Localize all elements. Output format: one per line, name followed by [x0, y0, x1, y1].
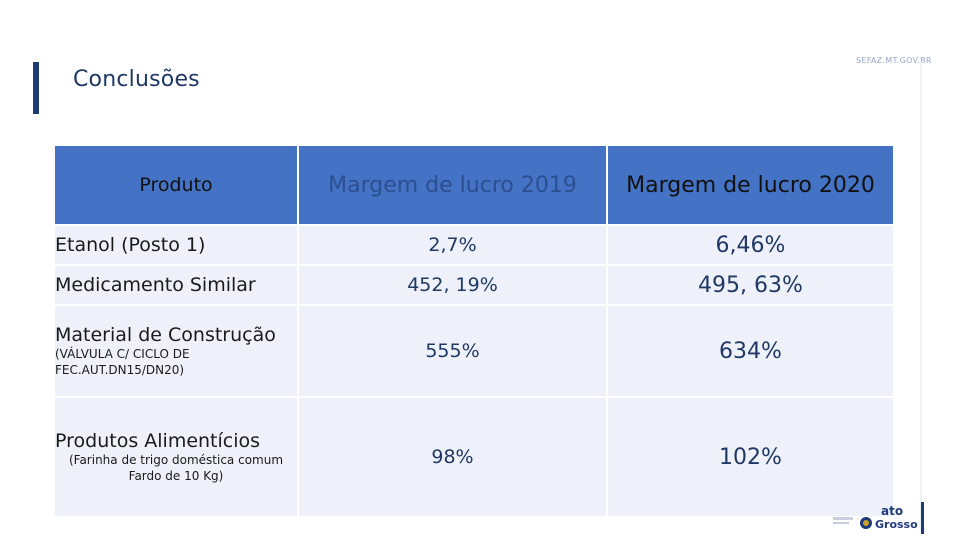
margin-2019-cell: 2,7%	[297, 224, 608, 266]
table-header-row: Produto Margem de lucro 2019 Margem de l…	[53, 144, 895, 226]
product-cell: Produtos Alimentícios (Farinha de trigo …	[53, 396, 299, 518]
column-header-margin-2019-label: Margem de lucro 2019	[328, 172, 577, 198]
margin-2020-cell: 634%	[606, 304, 895, 398]
margin-2019-cell: 98%	[297, 396, 608, 518]
table-row: Etanol (Posto 1) 2,7% 6,46%	[53, 224, 895, 266]
table-row: Medicamento Similar 452, 19% 495, 63%	[53, 264, 895, 306]
logo-text-top: ato	[881, 504, 903, 518]
title-accent-bar	[33, 62, 39, 114]
product-name: Medicamento Similar	[55, 274, 256, 296]
product-cell: Etanol (Posto 1)	[53, 224, 299, 266]
table-row: Material de Construção (VÁLVULA C/ CICLO…	[53, 304, 895, 398]
column-header-margin-2019: Margem de lucro 2019	[297, 144, 608, 226]
table-row: Produtos Alimentícios (Farinha de trigo …	[53, 396, 895, 518]
page-title: Conclusões	[73, 67, 200, 92]
margin-2019-cell: 452, 19%	[297, 264, 608, 306]
column-header-product: Produto	[53, 144, 299, 226]
product-cell: Medicamento Similar	[53, 264, 299, 306]
margin-2019-cell: 555%	[297, 304, 608, 398]
logo-text-bottom: Grosso	[875, 518, 918, 531]
margin-2020-cell: 495, 63%	[606, 264, 895, 306]
mato-grosso-logo: ato Grosso	[833, 502, 924, 534]
product-detail: (Farinha de trigo doméstica comum Fardo …	[68, 453, 284, 483]
margin-2020-cell: 6,46%	[606, 224, 895, 266]
product-name: Produtos Alimentícios	[55, 430, 261, 452]
column-header-margin-2020: Margem de lucro 2020	[606, 144, 895, 226]
product-detail: (VÁLVULA C/ CICLO DE FEC.AUT.DN15/DN20)	[55, 347, 190, 377]
product-name: Material de Construção	[55, 324, 276, 346]
product-cell: Material de Construção (VÁLVULA C/ CICLO…	[53, 304, 299, 398]
product-name: Etanol (Posto 1)	[55, 234, 206, 256]
profit-margin-table: Produto Margem de lucro 2019 Margem de l…	[53, 144, 895, 518]
margin-2020-cell: 102%	[606, 396, 895, 518]
right-border-rule	[920, 62, 922, 532]
site-url-label: SEFAZ.MT.GOV.BR	[856, 56, 932, 65]
